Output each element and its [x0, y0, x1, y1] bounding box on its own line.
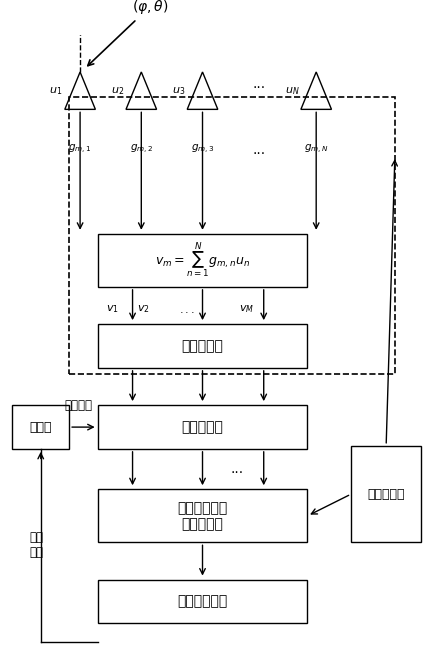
Text: $(\varphi, \theta)$: $(\varphi, \theta)$ [132, 0, 168, 16]
FancyBboxPatch shape [98, 324, 308, 368]
Text: $u_2$: $u_2$ [110, 85, 124, 97]
FancyBboxPatch shape [12, 405, 69, 449]
FancyBboxPatch shape [98, 580, 308, 623]
Text: $v_2$: $v_2$ [137, 303, 150, 315]
Text: 射频网络: 射频网络 [65, 399, 93, 411]
Text: ...: ... [253, 143, 266, 157]
Text: $g_{m,3}$: $g_{m,3}$ [191, 143, 214, 156]
FancyBboxPatch shape [98, 490, 308, 542]
Text: 伪随机序列: 伪随机序列 [367, 488, 405, 501]
FancyBboxPatch shape [98, 405, 308, 449]
Text: 下变频模块: 下变频模块 [182, 420, 224, 434]
Text: 滤波、放大: 滤波、放大 [182, 339, 224, 353]
Text: $u_3$: $u_3$ [172, 85, 185, 97]
FancyBboxPatch shape [351, 445, 421, 542]
Text: 本振
控制: 本振 控制 [29, 531, 44, 559]
Text: $u_1$: $u_1$ [49, 85, 62, 97]
Text: 信号处理模块: 信号处理模块 [177, 594, 227, 608]
Text: $v_M$: $v_M$ [238, 303, 254, 315]
Text: 多通道数字采
集处理模块: 多通道数字采 集处理模块 [177, 501, 227, 531]
Text: $g_{m,1}$: $g_{m,1}$ [68, 143, 92, 156]
Text: $v_m = \sum_{n=1}^{N} g_{m,n} u_n$: $v_m = \sum_{n=1}^{N} g_{m,n} u_n$ [155, 241, 250, 280]
Text: ...: ... [253, 78, 266, 92]
Text: $v_1$: $v_1$ [106, 303, 119, 315]
Text: 频率源: 频率源 [29, 420, 52, 434]
Text: ...: ... [231, 462, 244, 476]
Text: $g_{m,N}$: $g_{m,N}$ [304, 143, 329, 156]
Text: $u_N$: $u_N$ [285, 85, 300, 97]
Text: $...$: $...$ [180, 305, 195, 315]
Text: $g_{m,2}$: $g_{m,2}$ [130, 143, 153, 156]
FancyBboxPatch shape [98, 234, 308, 287]
